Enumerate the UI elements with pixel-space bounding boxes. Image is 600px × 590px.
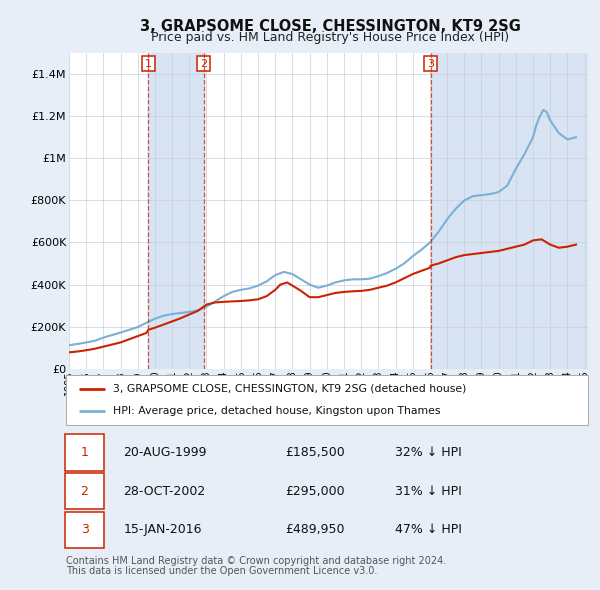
Text: 20-AUG-1999: 20-AUG-1999 (124, 446, 207, 459)
Text: 3: 3 (80, 523, 88, 536)
Text: 1: 1 (145, 58, 152, 68)
Text: 1: 1 (80, 446, 88, 459)
Text: 2: 2 (80, 484, 88, 498)
Text: £185,500: £185,500 (285, 446, 345, 459)
Text: 2: 2 (200, 58, 207, 68)
Text: 47% ↓ HPI: 47% ↓ HPI (395, 523, 462, 536)
Text: Contains HM Land Registry data © Crown copyright and database right 2024.: Contains HM Land Registry data © Crown c… (66, 556, 446, 566)
FancyBboxPatch shape (65, 512, 104, 548)
Text: 15-JAN-2016: 15-JAN-2016 (124, 523, 202, 536)
Text: £295,000: £295,000 (285, 484, 345, 498)
Text: 28-OCT-2002: 28-OCT-2002 (124, 484, 206, 498)
Text: 3, GRAPSOME CLOSE, CHESSINGTON, KT9 2SG: 3, GRAPSOME CLOSE, CHESSINGTON, KT9 2SG (140, 19, 520, 34)
FancyBboxPatch shape (65, 434, 104, 471)
Bar (148, 53, 203, 369)
Text: 3, GRAPSOME CLOSE, CHESSINGTON, KT9 2SG (detached house): 3, GRAPSOME CLOSE, CHESSINGTON, KT9 2SG … (113, 384, 466, 394)
Text: 32% ↓ HPI: 32% ↓ HPI (395, 446, 461, 459)
Text: 3: 3 (427, 58, 434, 68)
Text: Price paid vs. HM Land Registry's House Price Index (HPI): Price paid vs. HM Land Registry's House … (151, 31, 509, 44)
FancyBboxPatch shape (65, 473, 104, 509)
Text: £489,950: £489,950 (285, 523, 345, 536)
Text: HPI: Average price, detached house, Kingston upon Thames: HPI: Average price, detached house, King… (113, 406, 440, 416)
Bar (431, 53, 588, 369)
Text: 31% ↓ HPI: 31% ↓ HPI (395, 484, 461, 498)
Text: This data is licensed under the Open Government Licence v3.0.: This data is licensed under the Open Gov… (66, 566, 377, 576)
